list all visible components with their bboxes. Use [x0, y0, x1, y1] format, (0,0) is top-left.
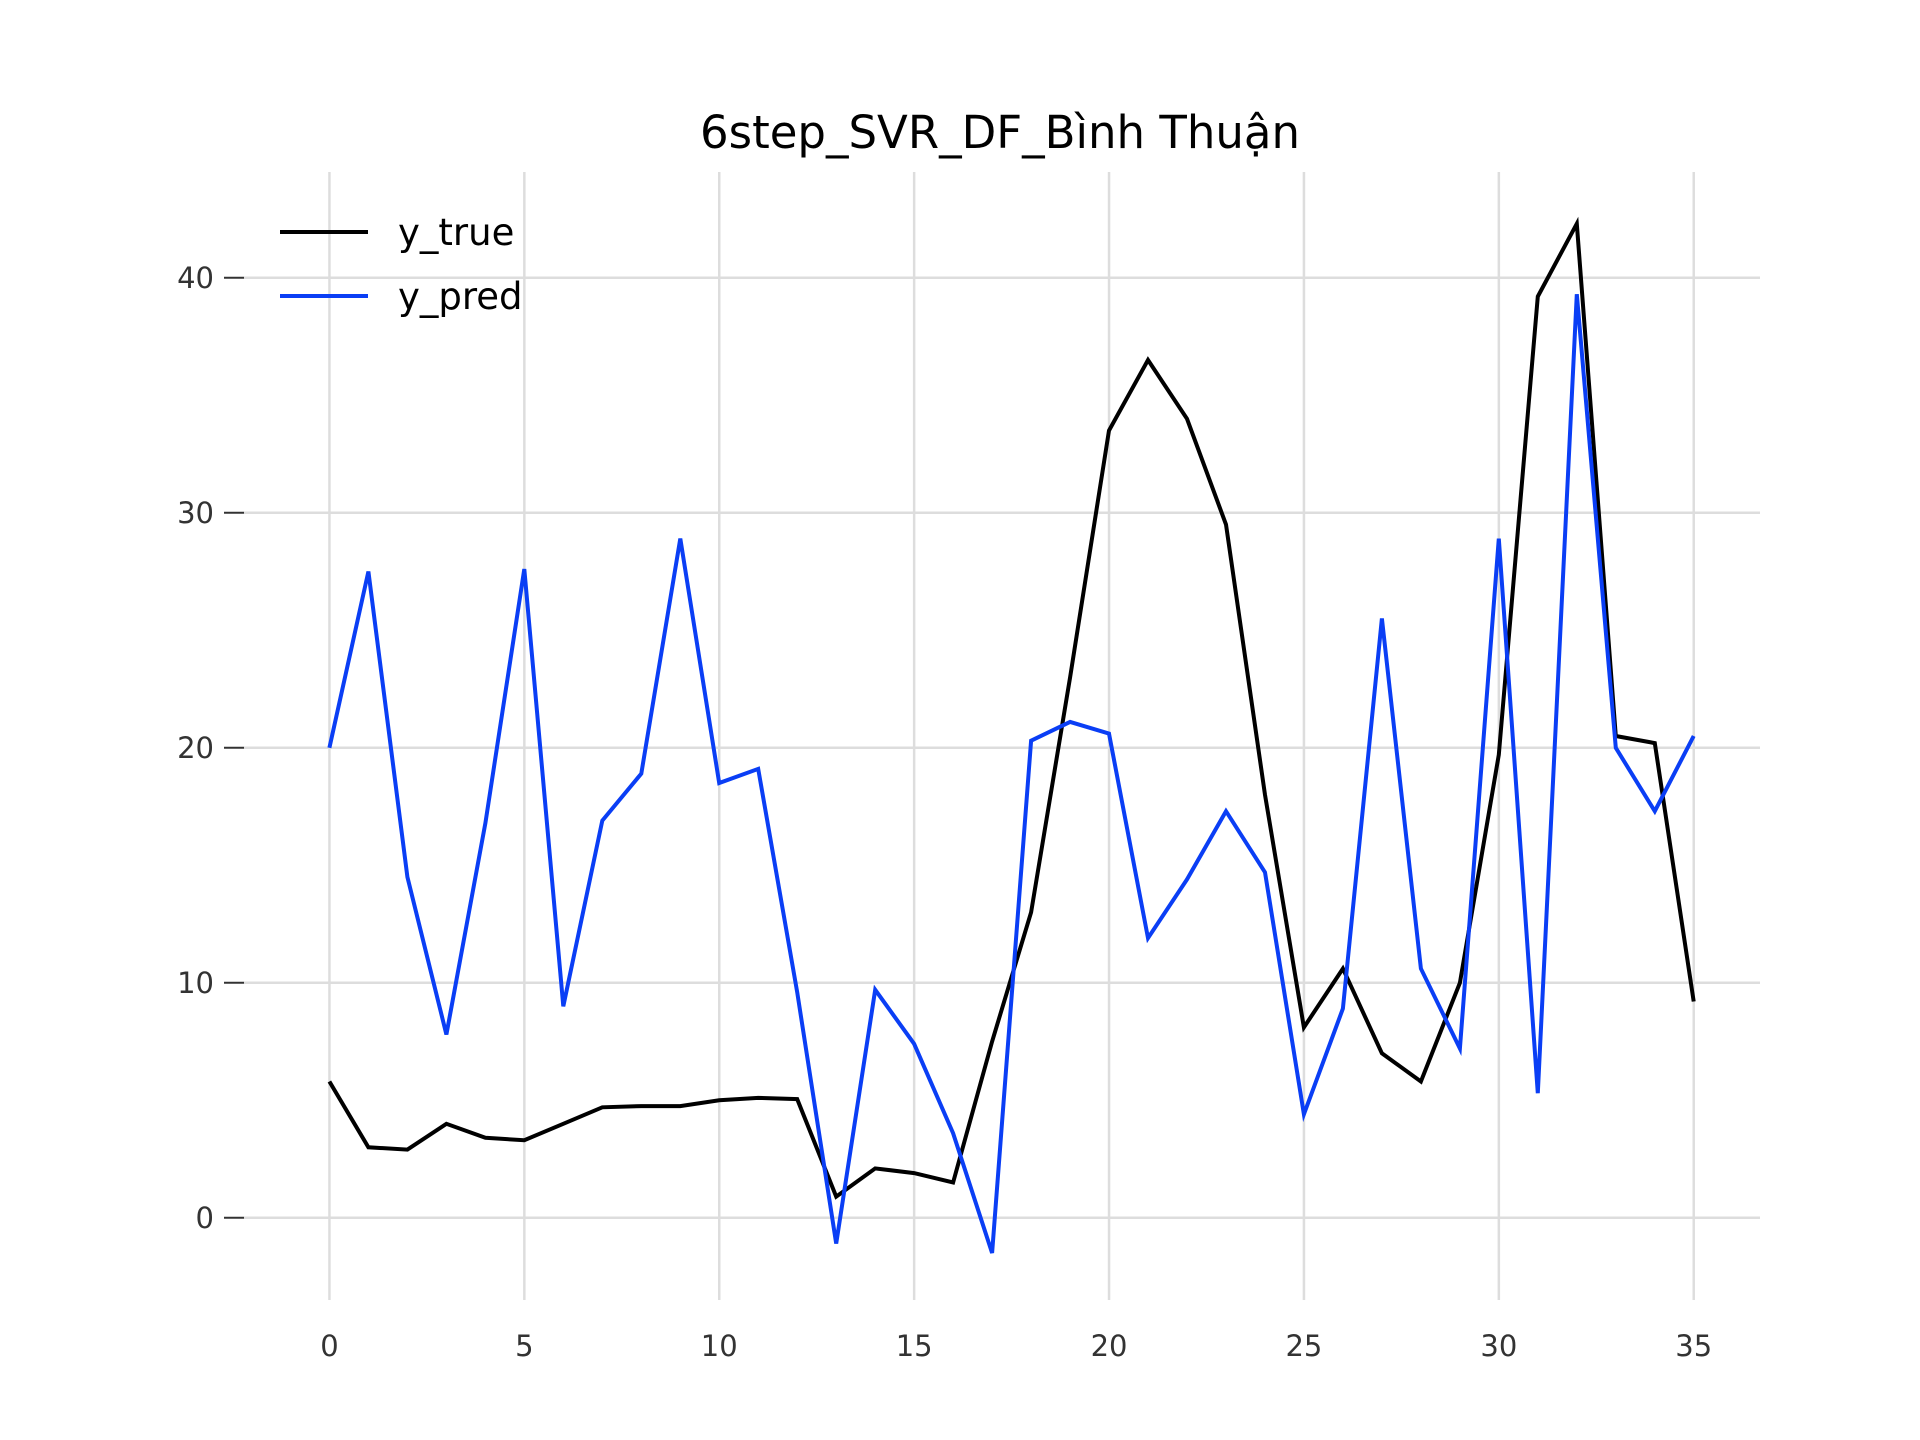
x-tick-label: 5: [515, 1329, 533, 1363]
legend: y_true y_pred: [280, 211, 523, 318]
y-tick-label: 10: [177, 966, 214, 1000]
x-tick-label: 20: [1091, 1329, 1128, 1363]
legend-label-y-true: y_true: [398, 211, 514, 254]
x-tick-label: 0: [320, 1329, 338, 1363]
x-tick-label: 25: [1285, 1329, 1322, 1363]
x-tick-label: 15: [896, 1329, 933, 1363]
series-y-pred: [327, 294, 1696, 1254]
axis-ticks: 0 10 20 30 40 0 5 10 15 20 25 30 35: [177, 261, 1712, 1363]
y-tick-label: 40: [177, 261, 214, 295]
x-tick-label: 35: [1675, 1329, 1712, 1363]
y-tick-label: 0: [196, 1201, 214, 1235]
series-y-true: [327, 216, 1696, 1200]
chart-title: 6step_SVR_DF_Bình Thuận: [700, 106, 1300, 159]
y-tick-label: 30: [177, 496, 214, 530]
x-tick-label: 10: [701, 1329, 738, 1363]
series-lines: [327, 216, 1696, 1254]
x-tick-label: 30: [1480, 1329, 1517, 1363]
y-tick-label: 20: [177, 731, 214, 765]
legend-label-y-pred: y_pred: [398, 275, 523, 318]
